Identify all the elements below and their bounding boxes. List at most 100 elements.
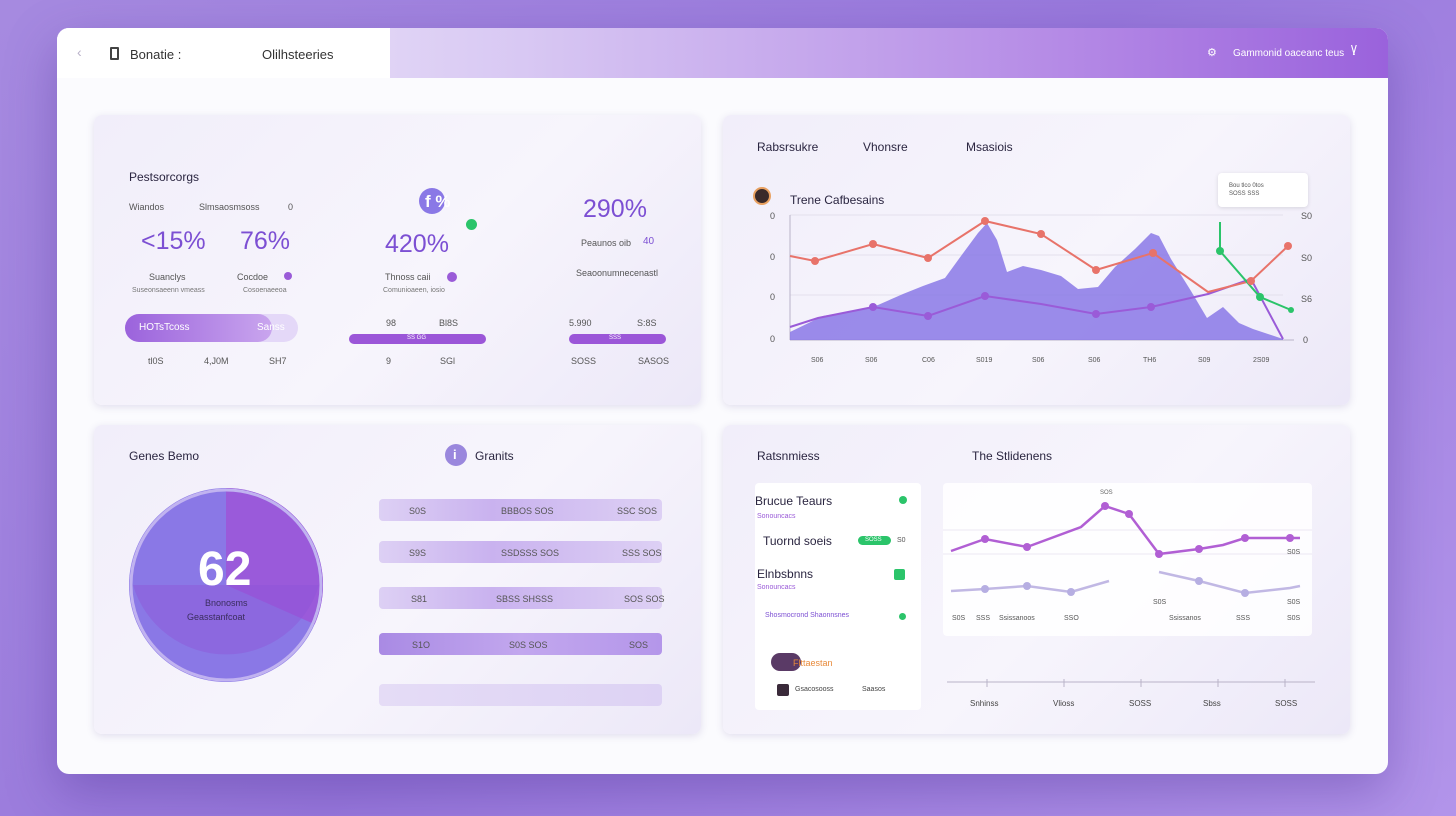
granits-row-1[interactable]: S0S BBBOS SOS SSC SOS [379,499,662,521]
y-left-0: 0 [770,211,776,221]
red-point[interactable] [811,257,819,265]
green-point[interactable] [1256,293,1264,301]
back-arrow-icon[interactable]: ‹ [77,44,82,60]
tab-msasiois[interactable]: Msasiois [966,140,1013,154]
col2-icon-text: f % [425,192,451,211]
red-point[interactable] [1037,230,1045,238]
col3-bar-inner: SSS [609,335,622,341]
gauge-lower-half [133,585,319,655]
students-point[interactable] [1023,543,1031,551]
red-point[interactable] [981,217,989,225]
red-point[interactable] [1284,242,1292,250]
col3-bar-right: S:8S [637,318,657,328]
account-label[interactable]: Gammonid oaceanc teus [1233,48,1345,59]
foot-b-2: SGl [440,356,456,366]
progress-track-3: SSS [569,334,666,344]
red-point[interactable] [1247,277,1255,285]
red-point[interactable] [869,240,877,248]
chevron-down-icon[interactable]: \/ [1351,42,1357,58]
granits-title: Granits [475,449,514,463]
granits-row-right: SSS SOS [622,548,662,558]
granits-row-2[interactable]: S9S SSDSSS SOS SSS SOS [379,541,662,563]
x-label-3: S019 [976,357,993,364]
stat-dot-icon [284,272,292,280]
facebook-icon[interactable] [419,188,445,214]
x-label-7: S09 [1198,357,1211,364]
foot-a-2: 9 [386,356,392,366]
granits-row-3[interactable]: S81 SBSS SHSSS SOS SOS [379,587,665,609]
purple-point[interactable] [1092,310,1100,318]
report-item-a[interactable]: Tuornd soeis [763,534,832,548]
red-points [811,217,1292,285]
stat-label-a: Suanclys [149,272,186,282]
gauge-label-a: Bnonosms [205,598,248,608]
report-item-c[interactable]: Shosmocrond Shaonnsnes [765,612,850,619]
students-point-b[interactable] [1241,589,1249,597]
dashboard-window: ‹ Bonatie : Olilhsteeries ⚙ Gammonid oac… [57,28,1388,774]
info-icon [447,272,457,282]
stat-sub-a: Suseonsaeenn vmeass [132,287,205,294]
granits-row-right: SOS [629,640,649,650]
students-chart-panel: SOS S0S SSS Ssissanoos SSO S0S Ssissanos… [943,483,1312,636]
granits-row-4[interactable]: S1O S0S SOS SOS [379,633,662,655]
red-point[interactable] [1092,266,1100,274]
students-right-label-1: Ssissanos [1169,615,1201,622]
students-point[interactable] [1241,534,1249,542]
stat-sub-c: Comunioaeen, iosio [383,287,445,294]
gauge-title: Genes Bemo [129,449,200,463]
stat-value-b: 76% [240,227,291,255]
students-point[interactable] [981,535,989,543]
report-item-d-avatar[interactable] [771,653,801,671]
green-point[interactable] [1216,247,1224,255]
students-point-b[interactable] [981,585,989,593]
students-point[interactable] [1101,502,1109,510]
purple-point[interactable] [981,292,989,300]
students-point[interactable] [1155,550,1163,558]
students-point-b[interactable] [1195,577,1203,585]
gauge-chart [129,488,323,682]
report-item-b[interactable]: Elnbsbnns [757,567,814,581]
progress-right-1: Sanss [257,322,285,333]
tab-title[interactable]: Olilhsteeries [262,47,334,62]
trend-chart [789,214,1294,341]
report-item-d[interactable]: Flttaestan [793,658,833,668]
gauge-label-b: Geasstanfcoat [187,612,246,622]
students-point[interactable] [1195,545,1203,553]
red-point[interactable] [924,254,932,262]
avatar[interactable] [753,187,771,205]
chart-title: Trene Cafbesains [790,193,885,207]
students-point-b[interactable] [1067,588,1075,596]
students-point-b[interactable] [1023,582,1031,590]
granits-row-5[interactable] [379,684,662,706]
stat-value-c: 420% [385,230,449,258]
col3-bar-left: 5.990 [569,318,592,328]
granits-row-mid: S0S SOS [509,640,548,650]
tab-vhonsre[interactable]: Vhonsre [863,140,908,154]
status-online-dot [466,219,477,230]
purple-point[interactable] [1147,303,1155,311]
active-tab[interactable]: ‹ Bonatie : Olilhsteeries [57,28,390,78]
report-item-b-check-icon [894,569,905,580]
students-title: The Stlidenens [972,449,1053,463]
report-item-c-dot [899,613,906,620]
foot-a-1: tl0S [148,356,164,366]
students-point[interactable] [1286,534,1294,542]
tab-rabsrsukre[interactable]: Rabsrsukre [757,140,819,154]
reports-list: Brucue Teaurs Sonouncacs Tuornd soeis SO… [755,483,921,710]
students-left-label-2: Ssissanoos [999,615,1035,622]
students-point[interactable] [1125,510,1133,518]
granits-row-right: SSC SOS [617,506,658,516]
purple-point[interactable] [924,312,932,320]
report-item-b-sub: Sonouncacs [757,584,796,591]
reports-list-title: Brucue Teaurs [755,494,833,508]
settings-icon[interactable]: ⚙ [1207,47,1217,59]
stat-value-d: 290% [583,195,647,223]
purple-point[interactable] [869,303,877,311]
foot-c-1: SH7 [269,356,287,366]
green-point[interactable] [1288,307,1294,313]
document-icon [110,47,119,60]
red-point[interactable] [1149,249,1157,257]
y-right-3: 0 [1303,335,1309,345]
stat-sub-b: Cosoenaeeoa [243,287,287,294]
report-item-e[interactable]: Gsacosooss [795,686,834,693]
